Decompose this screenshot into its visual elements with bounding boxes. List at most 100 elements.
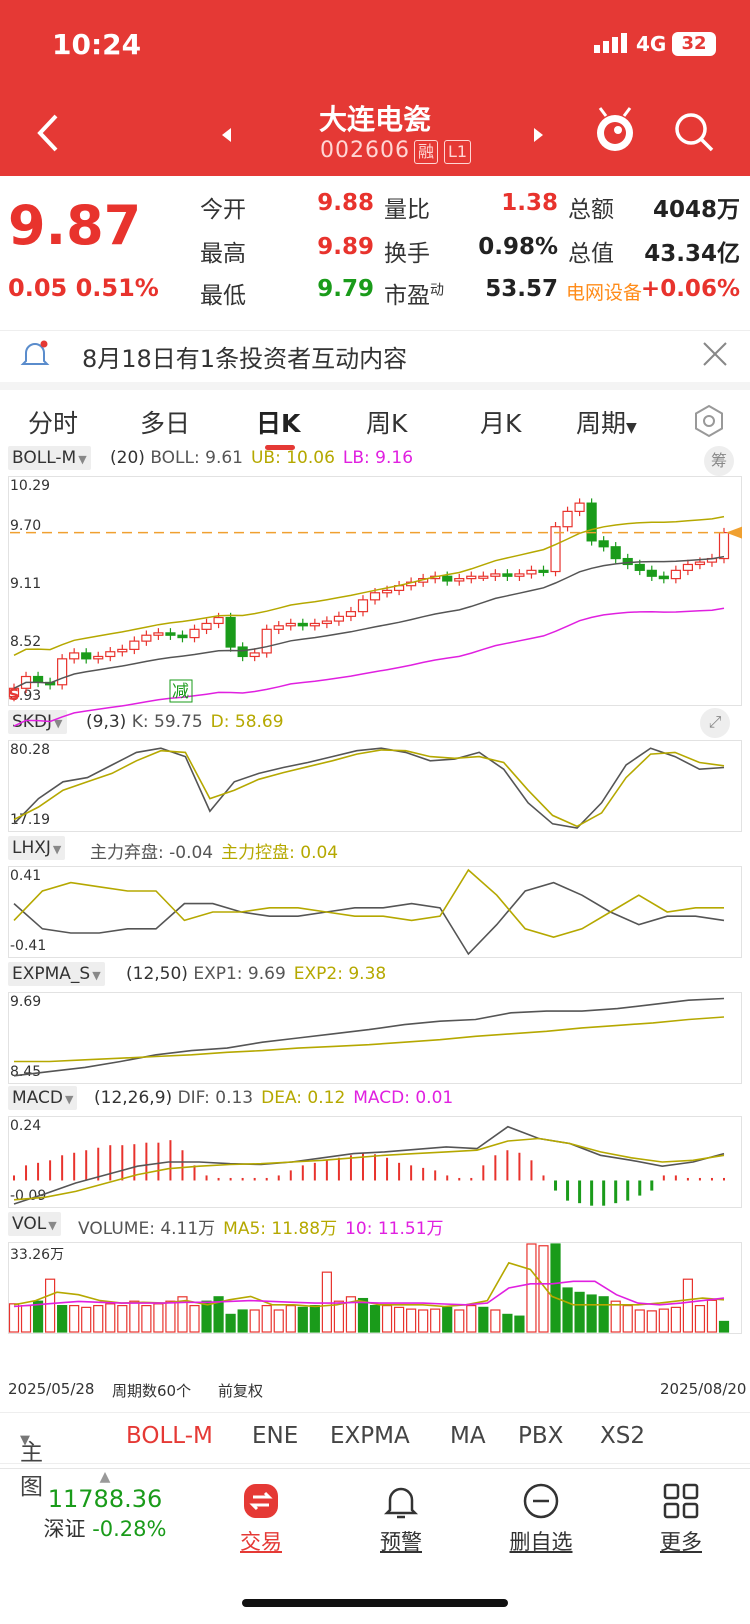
- volume-bar: [45, 1278, 56, 1333]
- tab-period[interactable]: 周期▼: [576, 409, 637, 438]
- tab-monthly-k[interactable]: 月K: [480, 409, 522, 438]
- value-market-cap: 43.34亿: [644, 241, 740, 267]
- value-pe: 53.57: [485, 276, 558, 302]
- candle-body: [117, 648, 128, 653]
- sector-name[interactable]: 电网设备: [566, 282, 643, 304]
- indicator-legend-0: (20) BOLL: 9.61 UB: 10.06 LB: 9.16: [110, 448, 421, 468]
- indicator-selector-4[interactable]: MACD ▼: [8, 1086, 78, 1110]
- volume-bar: [261, 1304, 272, 1333]
- back-icon[interactable]: [30, 108, 70, 158]
- volume-bar: [345, 1296, 357, 1333]
- candle-body: [201, 622, 212, 630]
- tab-ma[interactable]: MA: [450, 1423, 486, 1449]
- nav-more[interactable]: 更多: [646, 1481, 716, 1556]
- axis-start-date: 2025/05/28: [8, 1380, 95, 1398]
- trade-icon: [244, 1484, 278, 1518]
- index-widget[interactable]: ▲ 11788.36 深证 -0.28%: [30, 1469, 180, 1543]
- prev-stock-icon[interactable]: [222, 128, 231, 142]
- indicator-legend-2: 主力弃盘: -0.04 主力控盘: 0.04: [90, 838, 346, 863]
- vol-ma5-line: [13, 1261, 725, 1308]
- settings-hexagon-icon[interactable]: [692, 404, 726, 438]
- next-stock-icon[interactable]: [534, 128, 543, 142]
- indicator-legend-4: (12,26,9) DIF: 0.13 DEA: 0.12 MACD: 0.01: [94, 1088, 461, 1108]
- indicator-selector-0[interactable]: BOLL-M ▼: [8, 446, 91, 470]
- volume-bar: [502, 1313, 513, 1333]
- value-turnover-rate: 0.98%: [478, 234, 558, 260]
- label-volume-ratio: 量比: [384, 197, 430, 223]
- minus-circle-icon: [523, 1483, 559, 1519]
- volume-bar: [117, 1304, 128, 1333]
- tab-pbx[interactable]: PBX: [518, 1423, 564, 1449]
- volume-bar: [129, 1300, 140, 1333]
- candle-body: [694, 561, 706, 566]
- legend-item: VOLUME: 4.11万: [78, 1219, 216, 1239]
- bottom-nav: ▲ 11788.36 深证 -0.28% 交易 预警 删自选 更多: [0, 1468, 750, 1624]
- legend-item: MA5: 11.88万: [223, 1219, 338, 1239]
- volume-bar: [622, 1304, 633, 1333]
- nav-remove-watchlist[interactable]: 删自选: [506, 1481, 576, 1556]
- value-turnover-amount: 4048万: [652, 197, 740, 223]
- indicator-selector-5[interactable]: VOL ▼: [8, 1212, 61, 1236]
- volume-bar: [586, 1294, 597, 1333]
- candle-body: [237, 646, 248, 658]
- chip-button[interactable]: 筹: [704, 446, 734, 476]
- legend-item: EXP2: 9.38: [293, 964, 387, 984]
- tab-ene[interactable]: ENE: [252, 1423, 299, 1449]
- expand-icon[interactable]: ⤢: [700, 708, 730, 738]
- candle-body: [538, 569, 549, 573]
- close-icon[interactable]: [700, 339, 730, 369]
- volume-bar: [598, 1296, 609, 1333]
- candle-body: [466, 575, 477, 580]
- candle-body: [598, 540, 609, 548]
- indicator-params: (12,26,9): [94, 1088, 178, 1108]
- volume-bar: [454, 1309, 465, 1333]
- legend-item: EXP1: 9.69: [193, 964, 286, 984]
- main-indicator-tabs: 主图 ▼ BOLL-M ENE EXPMA MA PBX XS2: [0, 1412, 750, 1500]
- stock-code: 002606: [320, 138, 410, 163]
- volume-bar: [333, 1300, 345, 1333]
- sector-change[interactable]: +0.06%: [640, 276, 740, 302]
- search-icon[interactable]: [672, 110, 716, 154]
- tab-intraday[interactable]: 分时: [28, 409, 79, 438]
- expma-exp1-line: [13, 997, 725, 1077]
- indicator-selector-2[interactable]: LHXJ ▼: [8, 836, 66, 860]
- chevron-down-icon: ▼: [64, 1093, 74, 1106]
- legend-item: D: 58.69: [210, 712, 284, 732]
- indicator-selector-1[interactable]: SKDJ ▼: [8, 710, 67, 734]
- volume-bar: [550, 1243, 561, 1333]
- tab-expma[interactable]: EXPMA: [330, 1423, 410, 1449]
- indicator-legend-5: VOLUME: 4.11万 MA5: 11.88万 10: 11.51万: [78, 1214, 452, 1239]
- candle-body: [586, 502, 597, 542]
- adjust-mode[interactable]: 前复权: [218, 1382, 264, 1400]
- volume-bar: [406, 1308, 417, 1333]
- volume-bar: [177, 1296, 188, 1333]
- tab-weekly-k[interactable]: 周K: [366, 409, 408, 438]
- notice-text: 8月18日有1条投资者互动内容: [82, 345, 408, 373]
- legend-item: MACD: 0.01: [353, 1088, 454, 1108]
- tab-boll-m[interactable]: BOLL-M: [126, 1423, 213, 1449]
- quote-panel: 9.87 0.05 0.51% 今开 9.88 量比 1.38 总额 4048万…: [0, 176, 750, 326]
- grid-icon: [663, 1483, 699, 1519]
- status-time: 10:24: [52, 28, 142, 61]
- candle-body: [562, 510, 573, 528]
- notice-bar[interactable]: 8月18日有1条投资者互动内容: [0, 330, 750, 380]
- volume-bar: [514, 1315, 525, 1333]
- tab-multi-day[interactable]: 多日: [140, 409, 191, 438]
- skdj-k-line: [13, 747, 725, 829]
- nav-trade[interactable]: 交易: [226, 1481, 296, 1556]
- nav-alert[interactable]: 预警: [366, 1481, 436, 1556]
- legend-item: DIF: 0.13: [177, 1088, 254, 1108]
- mascot-icon[interactable]: [592, 106, 638, 154]
- indicator-selector-3[interactable]: EXPMA_S ▼: [8, 962, 105, 986]
- tab-xs2[interactable]: XS2: [600, 1423, 645, 1449]
- y-axis-label: 10.29: [10, 478, 51, 494]
- candle-body: [478, 575, 489, 579]
- label-high: 最高: [200, 241, 246, 267]
- period-count: 周期数60个: [112, 1382, 192, 1400]
- skdj-d-line: [13, 749, 725, 828]
- y-axis-label: 9.69: [10, 994, 42, 1010]
- lhxj-control-line: [13, 868, 724, 939]
- indicator-panel-1: [8, 740, 742, 832]
- tab-daily-k[interactable]: 日K: [256, 409, 301, 438]
